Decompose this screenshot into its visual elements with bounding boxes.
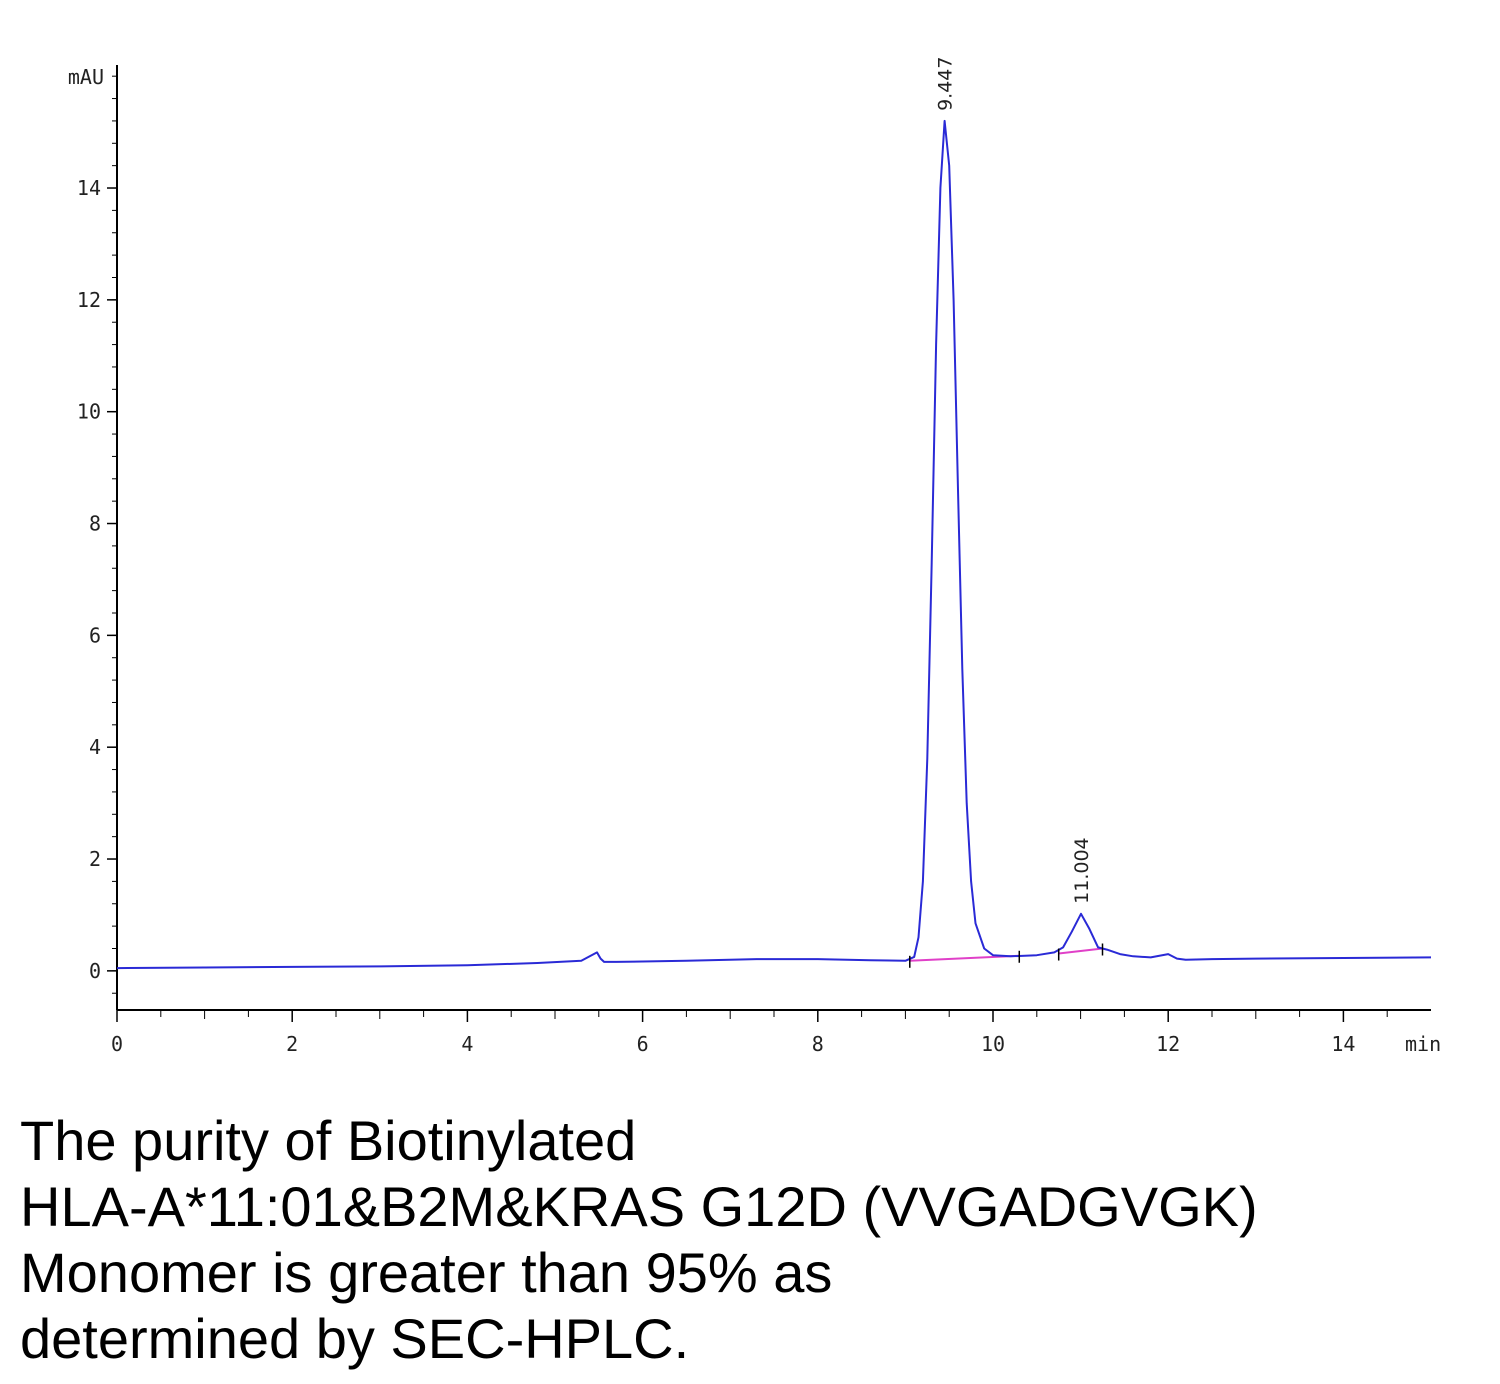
chromatogram-chart: 0 2 4 6 8 10 12 14 0 2 4 6 8 10 12 14 mAU min 9.447 11.…	[68, 57, 1441, 1056]
signal-trace	[116, 119, 1432, 970]
caption-line: determined by SEC-HPLC.	[20, 1307, 690, 1370]
y-tick-label: 10	[77, 400, 101, 424]
y-tick-label: 14	[77, 176, 101, 200]
y-tick-label: 4	[89, 735, 101, 759]
y-tick-label: 2	[89, 847, 101, 871]
caption-line: Monomer is greater than 95% as	[20, 1241, 833, 1304]
x-minor-ticks	[160, 1010, 1388, 1019]
caption: The purity of Biotinylated HLA-A*11:01&B…	[20, 1108, 1480, 1372]
x-ticks: 0 2 4 6 8 10 12 14	[111, 1010, 1355, 1056]
x-tick-label: 8	[812, 1032, 824, 1056]
peak-label: 11.004	[1071, 837, 1093, 903]
x-tick-label: 2	[286, 1032, 298, 1056]
y-tick-label: 12	[77, 288, 101, 312]
x-tick-label: 0	[111, 1032, 123, 1056]
x-tick-label: 14	[1331, 1032, 1355, 1056]
y-ticks: 0 2 4 6 8 10 12 14	[77, 176, 117, 983]
caption-line: HLA-A*11:01&B2M&KRAS G12D (VVGADGVGK)	[20, 1175, 1258, 1238]
integration-baselines	[909, 947, 1103, 962]
x-tick-label: 10	[981, 1032, 1005, 1056]
x-tick-label: 6	[637, 1032, 649, 1056]
chromatogram-svg: 0 2 4 6 8 10 12 14 0 2 4 6 8 10 12 14 mAU min 9.447 11.…	[68, 57, 1441, 1056]
x-unit-label: min	[1405, 1032, 1441, 1056]
x-tick-label: 12	[1156, 1032, 1180, 1056]
peak-markers	[909, 943, 1104, 968]
caption-line: The purity of Biotinylated	[20, 1109, 637, 1172]
y-unit-label: mAU	[68, 65, 104, 89]
y-tick-label: 0	[89, 959, 101, 983]
peak-labels: 9.447 11.004	[935, 57, 1093, 904]
x-tick-label: 4	[461, 1032, 473, 1056]
y-tick-label: 8	[89, 512, 101, 536]
integration-baseline	[1058, 947, 1103, 955]
y-tick-label: 6	[89, 623, 101, 647]
peak-label: 9.447	[935, 57, 957, 111]
